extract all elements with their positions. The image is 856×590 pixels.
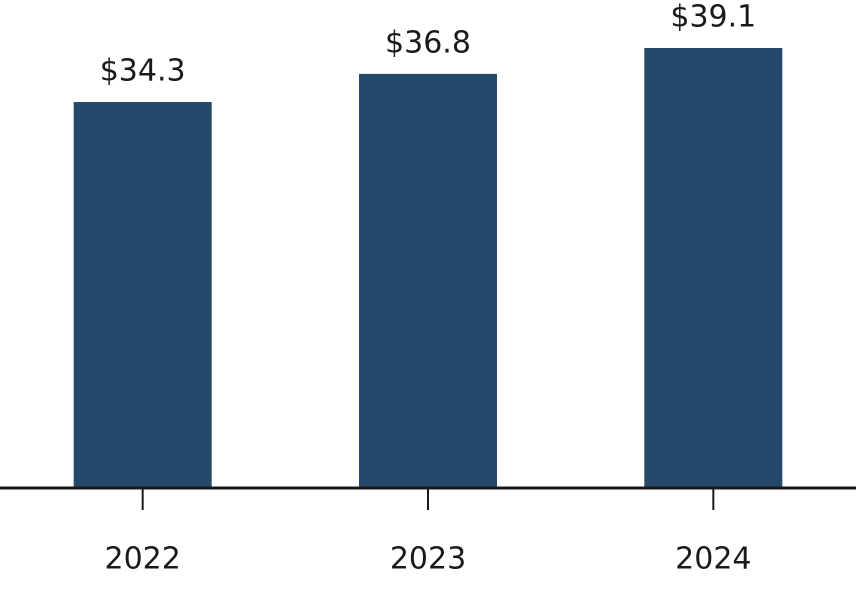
value-label: $39.1 (670, 0, 756, 35)
bar (644, 48, 783, 488)
value-label: $36.8 (385, 25, 471, 60)
x-tick-label: 2024 (675, 542, 751, 577)
bar (359, 73, 497, 488)
value-label: $34.3 (100, 54, 186, 89)
x-tick-label: 2022 (104, 542, 180, 577)
x-tick-label: 2023 (390, 542, 466, 577)
bar (73, 102, 212, 488)
